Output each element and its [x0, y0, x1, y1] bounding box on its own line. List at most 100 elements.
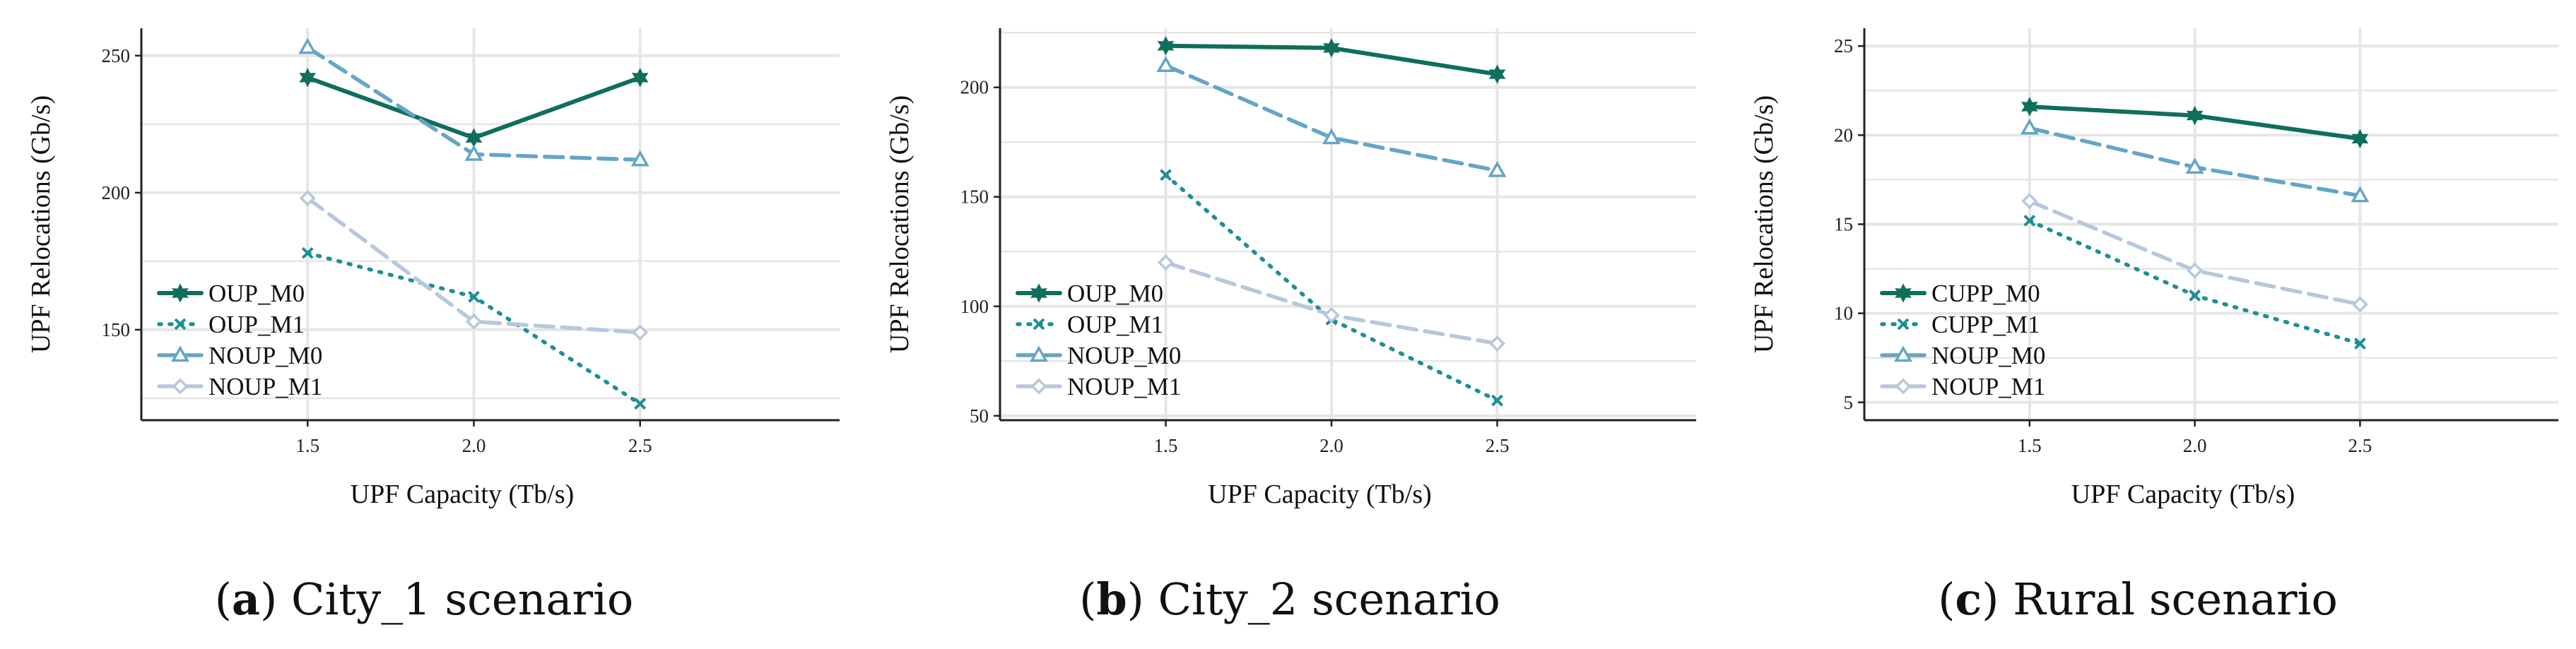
legend-marker	[172, 283, 189, 303]
grid	[141, 28, 840, 420]
series-noup-m0	[1156, 56, 1507, 177]
data-point	[1322, 128, 1341, 145]
legend-label: NOUP_M0	[1067, 342, 1181, 369]
y-tick-label: 20	[1834, 124, 1853, 145]
series-noup-m1	[2021, 193, 2368, 313]
legend-label: NOUP_M0	[1931, 342, 2045, 369]
x-axis-label: UPF Capacity (Tb/s)	[1208, 480, 1432, 509]
x-tick-label: 2.5	[628, 435, 652, 456]
data-point	[632, 324, 649, 341]
series-oup-m0	[299, 68, 649, 148]
data-point	[2187, 262, 2204, 279]
data-point	[634, 398, 647, 410]
y-tick-label: 15	[1834, 214, 1853, 235]
x-tick-label: 1.5	[2018, 435, 2042, 456]
legend-item: NOUP_M1	[1880, 373, 2045, 400]
y-tick-label: 200	[960, 77, 989, 98]
data-point	[464, 145, 483, 161]
data-point	[1491, 394, 1503, 407]
data-point	[298, 37, 317, 54]
legend-marker	[1030, 283, 1047, 303]
y-tick-label: 25	[1834, 35, 1853, 56]
x-axis-label: UPF Capacity (Tb/s)	[351, 480, 575, 509]
x-tick-label: 2.0	[2183, 435, 2207, 456]
legend: CUPP_M0 CUPP_M1 NOUP_M0 NOUP_M1	[1880, 280, 2045, 400]
series-oup-m1	[301, 246, 647, 410]
caption-text: Rural scenario	[2013, 573, 2338, 625]
data-point	[2021, 193, 2038, 210]
data-point	[2354, 338, 2366, 350]
grid	[1864, 28, 2558, 420]
legend-item: NOUP_M0	[1016, 342, 1181, 369]
legend-marker	[174, 318, 187, 331]
legend-item: OUP_M1	[157, 311, 305, 338]
legend-item: NOUP_M1	[1016, 373, 1181, 400]
series-noup-m0	[298, 37, 649, 167]
series-layer	[1156, 36, 1507, 407]
data-point	[299, 190, 316, 207]
axes: 5 10 15 20 25 1.5 2.0 2.5	[1834, 28, 2558, 456]
legend-item: NOUP_M0	[157, 342, 322, 369]
legend-marker	[172, 378, 189, 395]
legend-label: CUPP_M1	[1931, 311, 2040, 338]
panel-city-1: 150 200 250 1.5 2.0 2.5 OUP_M0 OUP_M1 NOUP_M0 NO…	[26, 28, 840, 625]
data-point	[2351, 186, 2370, 203]
data-point	[1323, 306, 1340, 323]
legend-label: OUP_M1	[1067, 311, 1163, 338]
data-point	[468, 290, 480, 303]
caption-letter: b	[1096, 573, 1127, 625]
legend-marker	[1029, 345, 1049, 362]
legend: OUP_M0 OUP_M1 NOUP_M0 NOUP_M1	[1016, 280, 1181, 400]
x-tick-label: 1.5	[295, 435, 319, 456]
data-point	[1488, 64, 1506, 84]
y-axis-label: UPF Relocations (Gb/s)	[26, 95, 56, 353]
y-tick-label: 100	[960, 296, 989, 317]
legend-label: NOUP_M0	[208, 342, 322, 369]
legend-item: OUP_M1	[1016, 311, 1163, 338]
legend-item: NOUP_M0	[1880, 342, 2045, 369]
legend-label: NOUP_M1	[1931, 373, 2045, 400]
legend-item: CUPP_M1	[1880, 311, 2040, 338]
panel-caption: (a) City_1 scenario	[215, 573, 634, 625]
y-tick-label: 150	[102, 319, 131, 340]
series-layer	[298, 37, 649, 410]
legend-item: CUPP_M0	[1880, 280, 2040, 307]
x-axis-label: UPF Capacity (Tb/s)	[2071, 480, 2295, 509]
legend-marker	[1033, 318, 1045, 331]
x-tick-label: 2.5	[1486, 435, 1510, 456]
legend-item: OUP_M0	[1016, 280, 1163, 307]
data-point	[2185, 157, 2204, 174]
grid	[1000, 28, 1696, 420]
data-point	[2351, 296, 2368, 313]
legend-marker	[1895, 378, 1912, 395]
data-point	[2351, 129, 2369, 149]
legend-label: CUPP_M0	[1931, 280, 2040, 307]
data-point	[1160, 169, 1172, 181]
legend-marker	[1897, 318, 1910, 331]
data-point	[631, 68, 649, 88]
data-point	[301, 246, 314, 259]
panel-caption: (c) Rural scenario	[1938, 573, 2338, 625]
series-noup-m1	[1158, 254, 1506, 352]
x-tick-label: 1.5	[1154, 435, 1178, 456]
panel-city-2: 50 100 150 200 1.5 2.0 2.5 OUP_M0 OUP_M1 NOUP_M0…	[885, 28, 1696, 625]
legend-label: OUP_M0	[1067, 280, 1163, 307]
data-point	[1158, 254, 1174, 271]
data-point	[299, 68, 317, 88]
panel-caption: (b) City_2 scenario	[1079, 573, 1500, 625]
series-oup-m0	[1157, 36, 1506, 84]
series-layer	[2020, 97, 2370, 350]
legend-marker	[1895, 283, 1912, 303]
legend-label: OUP_M0	[208, 280, 305, 307]
series-line	[1163, 172, 1500, 403]
x-tick-label: 2.5	[2348, 435, 2372, 456]
legend-marker	[170, 345, 190, 362]
caption-text: City_1 scenario	[291, 573, 633, 625]
series-noup-m0	[2020, 118, 2370, 203]
caption-letter: c	[1955, 573, 1982, 625]
y-tick-label: 10	[1834, 303, 1853, 324]
legend-item: NOUP_M1	[157, 373, 322, 400]
x-tick-label: 2.0	[1319, 435, 1343, 456]
series-cupp-m0	[2021, 97, 2369, 149]
